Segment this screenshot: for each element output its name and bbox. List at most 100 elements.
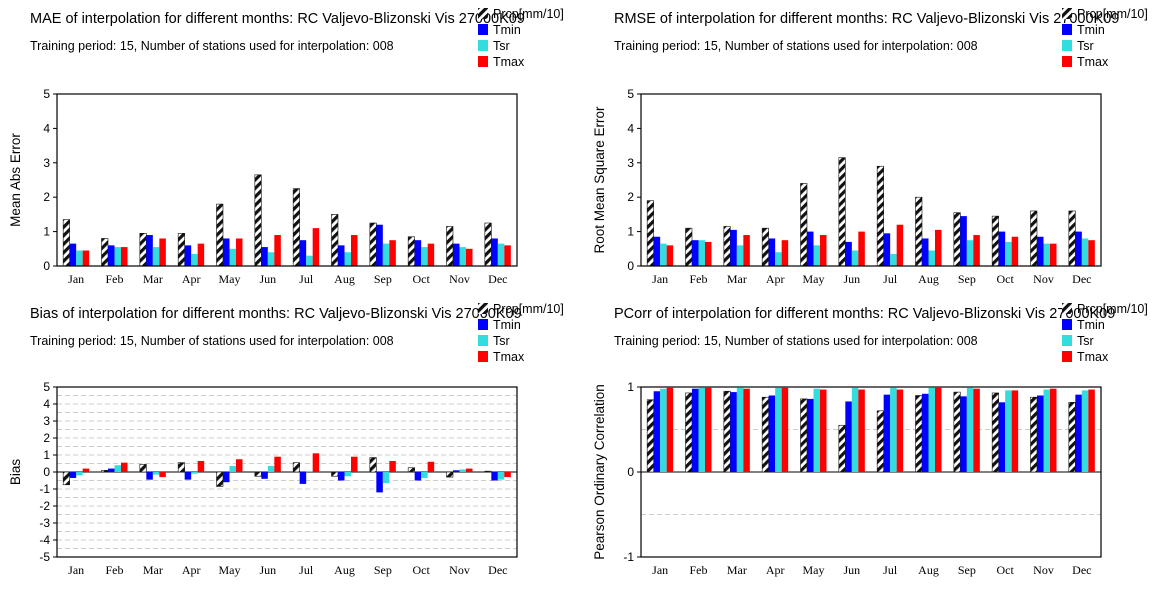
legend-swatch-tmin: [1062, 24, 1072, 35]
x-tick-label: Jun: [843, 563, 860, 577]
bar-tmin-feb: [692, 388, 699, 472]
bar-tsr-feb: [698, 387, 705, 472]
bar-prcp-jul: [292, 462, 300, 473]
bar-tsr-sep: [382, 243, 390, 266]
bar-tmax-oct: [1011, 390, 1019, 472]
legend-label-tsr: Tsr: [493, 39, 510, 53]
bar-tsr-mar: [152, 247, 160, 266]
y-tick-label: -1: [39, 482, 50, 496]
x-tick-label: Jun: [259, 563, 276, 577]
bar-prcp-oct: [407, 236, 415, 267]
x-tick-label: Sep: [958, 272, 976, 286]
bar-tmax-aug: [351, 456, 358, 472]
chart-title: PCorr of interpolation for different mon…: [614, 306, 1115, 322]
bar-prcp-may: [800, 183, 808, 267]
bar-tsr-jan: [76, 472, 83, 476]
legend-label-tsr: Tsr: [493, 334, 510, 348]
y-axis-label: Mean Abs Error: [8, 133, 23, 227]
x-tick-label: Jul: [883, 563, 898, 577]
x-tick-label: May: [803, 563, 825, 577]
bar-tsr-oct: [1005, 390, 1012, 472]
bar-tmax-sep: [973, 388, 980, 472]
x-tick-label: Nov: [449, 272, 470, 286]
chart-subtitle: Training period: 15, Number of stations …: [30, 39, 394, 53]
x-tick-label: Mar: [727, 563, 747, 577]
y-tick-label: 4: [627, 121, 634, 135]
x-tick-label: Apr: [766, 272, 785, 286]
bar-prcp-nov: [1030, 210, 1038, 267]
bar-tmax-aug: [351, 235, 358, 266]
y-tick-label: -5: [39, 550, 50, 564]
x-tick-label: Nov: [1033, 563, 1054, 577]
bar-tmax-feb: [705, 241, 712, 266]
bar-tsr-jul: [306, 255, 313, 266]
bar-tmax-jan: [666, 387, 674, 472]
bar-tmin-apr: [184, 472, 192, 480]
bar-prcp-sep: [369, 222, 377, 267]
bar-tmin-aug: [338, 245, 345, 266]
bar-tmax-mar: [159, 472, 166, 478]
bar-prcp-apr: [761, 227, 769, 267]
y-tick-label: 3: [43, 414, 50, 428]
bar-tsr-oct: [1005, 241, 1012, 266]
bar-tmax-jul: [312, 228, 320, 266]
legend-label-tmax: Tmax: [493, 350, 525, 364]
bar-tsr-apr: [775, 252, 782, 266]
y-tick-label: -4: [39, 533, 50, 547]
bar-tsr-apr: [191, 472, 198, 474]
y-tick-label: 0: [43, 259, 50, 273]
bar-tsr-feb: [114, 247, 121, 266]
bar-tsr-apr: [191, 253, 198, 266]
bar-prcp-dec: [1068, 210, 1076, 267]
plot-frame: [56, 386, 518, 558]
bar-prcp-aug: [915, 395, 923, 473]
x-tick-label: Dec: [1072, 563, 1091, 577]
y-tick-label: 5: [627, 87, 634, 101]
bar-tmin-oct: [998, 402, 1006, 472]
chart-subtitle: Training period: 15, Number of stations …: [30, 334, 394, 348]
bar-tsr-dec: [1081, 390, 1089, 472]
bar-tmin-jan: [69, 243, 77, 266]
x-tick-label: Mar: [727, 272, 747, 286]
x-tick-label: Jun: [259, 272, 276, 286]
pcorr-chart-panel: PCorr of interpolation for different mon…: [584, 295, 1167, 589]
x-tick-label: Jan: [68, 272, 84, 286]
bar-prcp-jan: [646, 399, 654, 473]
chart-subtitle: Training period: 15, Number of stations …: [614, 39, 978, 53]
bar-tmin-may: [223, 472, 230, 483]
legend-label-prcp: Prcp[mm/10]: [1077, 302, 1148, 316]
x-tick-label: Feb: [106, 563, 124, 577]
legend-swatch-tsr: [478, 40, 488, 51]
bar-tmin-jul: [299, 472, 307, 484]
bar-prcp-jan: [646, 200, 654, 267]
bar-tsr-may: [813, 388, 820, 472]
bar-tsr-oct: [421, 472, 428, 478]
bar-prcp-jun: [254, 174, 262, 267]
bar-tmin-oct: [998, 231, 1006, 266]
bar-tsr-nov: [459, 469, 466, 472]
bar-prcp-aug: [331, 471, 339, 477]
bar-tsr-jan: [76, 250, 83, 266]
x-tick-label: Oct: [997, 272, 1015, 286]
plot-frame: [640, 93, 1102, 267]
bar-prcp-dec: [484, 222, 492, 267]
x-tick-label: Dec: [488, 563, 507, 577]
legend-label-tmin: Tmin: [1077, 23, 1105, 37]
x-tick-label: Oct: [413, 563, 431, 577]
legend-swatch-tsr: [1062, 335, 1072, 346]
bar-prcp-jan: [62, 471, 70, 486]
legend-label-prcp: Prcp[mm/10]: [1077, 7, 1148, 21]
plot-frame: [56, 93, 518, 267]
y-tick-label: 5: [43, 380, 50, 394]
bar-tmax-jun: [274, 235, 281, 266]
bar-tmin-aug: [338, 472, 345, 481]
bar-tmax-feb: [121, 462, 128, 472]
bar-tmin-may: [807, 398, 814, 472]
x-tick-label: Aug: [334, 272, 355, 286]
x-tick-label: Sep: [374, 272, 392, 286]
bar-prcp-jan: [62, 219, 70, 267]
bar-tsr-dec: [497, 472, 505, 480]
x-tick-label: Feb: [106, 272, 124, 286]
legend-swatch-tsr: [478, 335, 488, 346]
chart-subtitle: Training period: 15, Number of stations …: [614, 334, 978, 348]
